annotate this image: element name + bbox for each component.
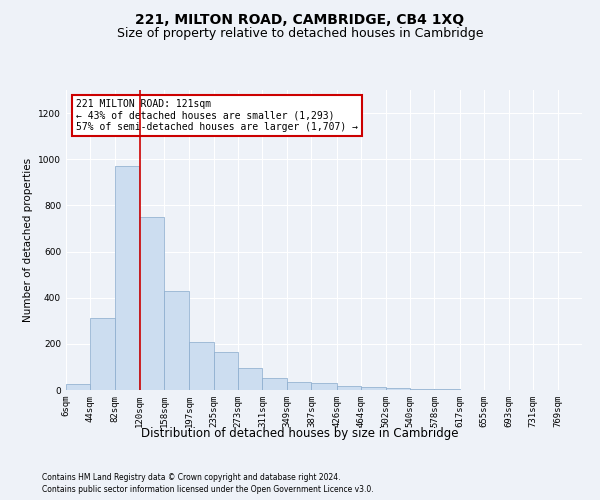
Bar: [214, 352, 238, 390]
Text: Distribution of detached houses by size in Cambridge: Distribution of detached houses by size …: [141, 428, 459, 440]
Bar: [238, 368, 262, 390]
Text: Contains public sector information licensed under the Open Government Licence v3: Contains public sector information licen…: [42, 485, 374, 494]
Bar: [311, 383, 337, 390]
Text: 221, MILTON ROAD, CAMBRIDGE, CB4 1XQ: 221, MILTON ROAD, CAMBRIDGE, CB4 1XQ: [136, 12, 464, 26]
Bar: [434, 389, 460, 390]
Bar: [115, 166, 139, 390]
Text: Contains HM Land Registry data © Crown copyright and database right 2024.: Contains HM Land Registry data © Crown c…: [42, 472, 341, 482]
Bar: [337, 386, 361, 390]
Bar: [164, 291, 189, 390]
Bar: [410, 389, 434, 390]
Bar: [66, 384, 91, 390]
Bar: [139, 217, 164, 390]
Bar: [287, 382, 311, 390]
Y-axis label: Number of detached properties: Number of detached properties: [23, 158, 32, 322]
Bar: [262, 378, 287, 390]
Bar: [386, 388, 410, 390]
Bar: [361, 387, 386, 390]
Bar: [189, 342, 214, 390]
Text: 221 MILTON ROAD: 121sqm
← 43% of detached houses are smaller (1,293)
57% of semi: 221 MILTON ROAD: 121sqm ← 43% of detache…: [76, 99, 358, 132]
Text: Size of property relative to detached houses in Cambridge: Size of property relative to detached ho…: [117, 28, 483, 40]
Bar: [91, 318, 115, 390]
